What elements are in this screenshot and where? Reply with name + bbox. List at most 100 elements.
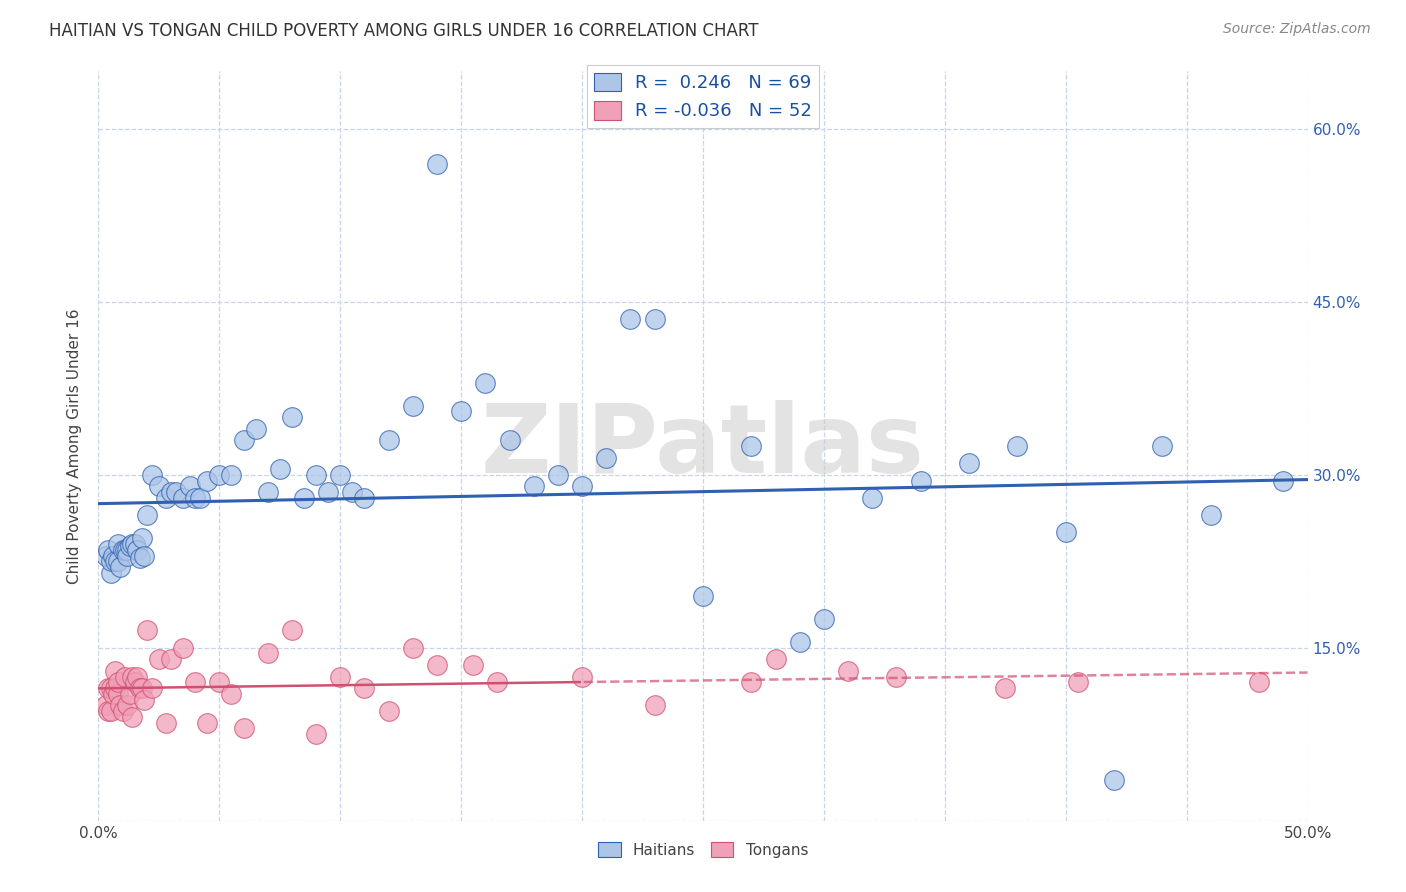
Point: [619, 312, 641, 326]
Point: [100, 681, 122, 695]
Point: [148, 652, 170, 666]
Point: [121, 669, 143, 683]
Point: [523, 479, 546, 493]
Point: [1272, 474, 1295, 488]
Point: [111, 542, 134, 557]
Point: [1007, 439, 1029, 453]
Point: [1102, 773, 1125, 788]
Point: [402, 399, 425, 413]
Point: [134, 692, 156, 706]
Point: [127, 542, 149, 557]
Point: [329, 467, 352, 482]
Y-axis label: Child Poverty Among Girls Under 16: Child Poverty Among Girls Under 16: [67, 309, 83, 583]
Point: [256, 485, 278, 500]
Point: [957, 456, 980, 470]
Point: [595, 450, 617, 465]
Point: [195, 474, 218, 488]
Point: [329, 669, 352, 683]
Point: [104, 664, 127, 678]
Point: [281, 624, 304, 638]
Point: [121, 537, 143, 551]
Point: [813, 612, 835, 626]
Point: [100, 704, 122, 718]
Point: [101, 687, 124, 701]
Point: [474, 376, 496, 390]
Point: [131, 681, 153, 695]
Point: [292, 491, 315, 505]
Point: [118, 539, 141, 553]
Point: [124, 675, 146, 690]
Point: [172, 640, 194, 655]
Point: [837, 664, 859, 678]
Point: [426, 658, 449, 673]
Point: [994, 681, 1017, 695]
Point: [160, 485, 183, 500]
Point: [269, 462, 291, 476]
Point: [281, 410, 304, 425]
Point: [184, 491, 207, 505]
Point: [94, 698, 117, 713]
Point: [128, 550, 150, 565]
Text: Source: ZipAtlas.com: Source: ZipAtlas.com: [1223, 22, 1371, 37]
Point: [117, 698, 139, 713]
Point: [426, 156, 449, 170]
Point: [498, 434, 520, 448]
Point: [221, 687, 243, 701]
Point: [644, 698, 666, 713]
Point: [107, 554, 129, 568]
Point: [765, 652, 787, 666]
Point: [184, 675, 207, 690]
Point: [486, 675, 509, 690]
Point: [305, 727, 328, 741]
Point: [100, 554, 122, 568]
Point: [141, 681, 163, 695]
Text: HAITIAN VS TONGAN CHILD POVERTY AMONG GIRLS UNDER 16 CORRELATION CHART: HAITIAN VS TONGAN CHILD POVERTY AMONG GI…: [49, 22, 759, 40]
Point: [124, 537, 146, 551]
Point: [463, 658, 485, 673]
Point: [740, 439, 762, 453]
Point: [104, 554, 127, 568]
Point: [305, 467, 328, 482]
Point: [1249, 675, 1271, 690]
Point: [107, 675, 129, 690]
Point: [208, 675, 231, 690]
Point: [353, 491, 375, 505]
Point: [141, 467, 163, 482]
Point: [97, 542, 120, 557]
Point: [114, 669, 136, 683]
Point: [1199, 508, 1222, 523]
Point: [547, 467, 569, 482]
Point: [107, 687, 129, 701]
Point: [155, 715, 177, 730]
Point: [571, 479, 593, 493]
Point: [94, 549, 117, 563]
Point: [353, 681, 375, 695]
Point: [316, 485, 339, 500]
Point: [117, 549, 139, 563]
Point: [860, 491, 883, 505]
Point: [135, 624, 157, 638]
Point: [155, 491, 177, 505]
Point: [232, 434, 254, 448]
Point: [377, 434, 399, 448]
Point: [100, 566, 122, 580]
Point: [179, 479, 201, 493]
Point: [117, 542, 139, 557]
Point: [107, 537, 129, 551]
Point: [172, 491, 194, 505]
Point: [377, 704, 399, 718]
Point: [1067, 675, 1090, 690]
Point: [245, 422, 267, 436]
Point: [148, 479, 170, 493]
Point: [165, 485, 187, 500]
Point: [208, 467, 231, 482]
Point: [127, 669, 149, 683]
Point: [342, 485, 364, 500]
Point: [135, 508, 157, 523]
Point: [97, 681, 120, 695]
Point: [108, 560, 131, 574]
Point: [104, 681, 127, 695]
Point: [118, 687, 141, 701]
Point: [910, 474, 932, 488]
Legend: Haitians, Tongans: Haitians, Tongans: [591, 834, 815, 865]
